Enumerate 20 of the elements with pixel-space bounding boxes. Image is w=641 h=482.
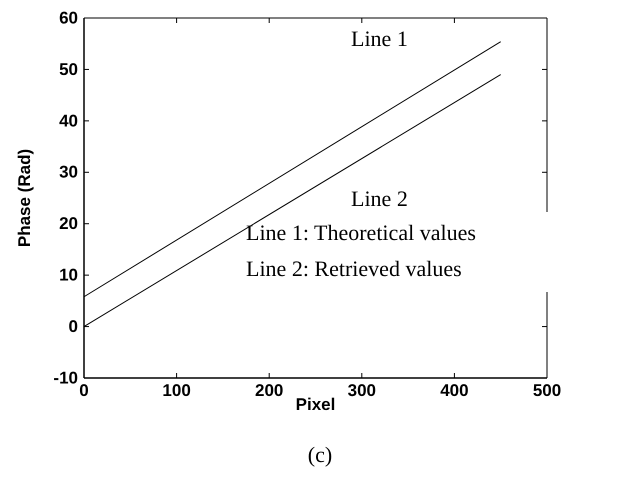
x-tick-label: 200 [255,381,284,400]
y-tick-label: 40 [59,111,78,130]
x-tick-label: 100 [162,381,191,400]
y-tick-label: 10 [59,266,78,285]
y-tick-label: 0 [68,317,78,336]
x-tick-label: 300 [348,381,376,400]
y-tick-label: 50 [59,60,78,79]
text: (c) [308,442,332,467]
x-axis-title: Pixel [296,395,336,414]
y-tick-label: 20 [59,214,78,234]
annotation: Line 2: Retrieved values [246,256,462,281]
annotation: Line 1: Theoretical values [246,220,476,245]
annotation: Line 2 [351,186,408,211]
y-tick-label: 30 [59,162,78,182]
y-axis-title: Phase (Rad) [15,148,34,248]
annotation: Line 1 [351,26,408,51]
x-tick-label: 400 [440,381,469,400]
y-tick-label: 60 [59,8,78,28]
y-tick-label: -10 [53,368,78,388]
x-tick-label: 500 [532,381,562,400]
